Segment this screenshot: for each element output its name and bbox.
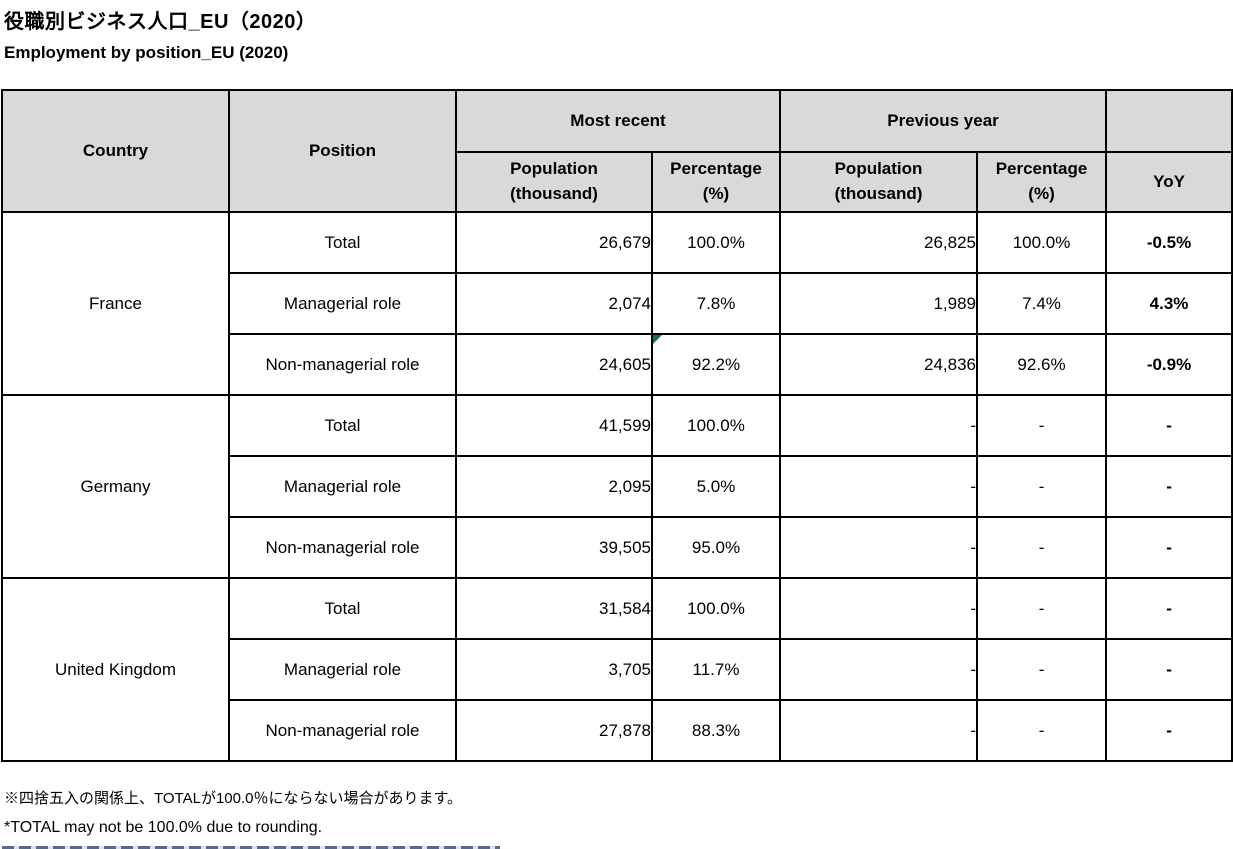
cell-mr-population: 39,505 [455,516,653,579]
header-yoy: YoY [1105,151,1233,213]
page-title-japanese: 役職別ビジネス人口_EU（2020） [4,11,317,33]
table-row-france-nonmanagerial: Non-managerial role 24,605 92.2% 24,836 … [2,333,1233,396]
header-row-groups: Country Position Most recent Previous ye… [1,89,1233,213]
cell-position: Total [228,211,457,274]
cell-country-germany: Germany [1,394,230,579]
cell-mr-percentage: 7.8% [650,272,782,335]
cell-mr-population: 26,679 [455,211,653,274]
cell-position: Total [228,394,457,457]
cell-mr-population: 3,705 [455,638,653,701]
header-most-recent: Most recent [454,89,782,153]
cell-py-percentage: - [976,638,1108,701]
cell-py-percentage: - [976,577,1108,640]
table-row-uk-managerial: Managerial role 3,705 11.7% - - - [2,638,1233,701]
header-country: Country [1,89,230,213]
table-row-germany-total: Germany Total 41,599 100.0% - - - [1,394,1233,579]
cell-mr-population: 2,074 [455,272,653,335]
cell-py-percentage: 7.4% [976,272,1108,335]
cell-py-population: - [779,516,979,579]
header-py-percentage-line2: (%) [1028,184,1055,203]
cell-py-percentage: - [976,516,1108,579]
header-py-percentage-line1: Percentage [995,159,1088,179]
cell-country-uk: United Kingdom [1,577,230,762]
header-mr-percentage: Percentage (%) [650,151,782,213]
cell-mr-population: 31,584 [455,577,653,640]
cell-py-population: - [779,699,979,762]
cell-yoy: 4.3% [1105,272,1233,335]
clipped-next-line-strip [2,846,500,849]
cell-yoy: -0.9% [1105,333,1233,396]
cell-py-percentage: 92.6% [976,333,1108,396]
table-row-uk-total: United Kingdom Total 31,584 100.0% - - - [1,577,1233,762]
cell-py-population: 26,825 [779,211,979,274]
cell-yoy: -0.5% [1105,211,1233,274]
header-py-population: Population (thousand) [779,151,979,213]
cell-py-percentage: - [976,699,1108,762]
cell-position: Total [228,577,457,640]
cell-mr-percentage: 95.0% [650,516,782,579]
table-row-france-total: France Total 26,679 100.0% 26,825 100.0%… [1,211,1233,396]
cell-yoy: - [1105,699,1233,762]
cell-mr-percentage: 100.0% [650,577,782,640]
header-position: Position [228,89,457,213]
cell-mr-population: 2,095 [455,455,653,518]
table-row-germany-managerial: Managerial role 2,095 5.0% - - - [2,455,1233,518]
page-title-english: Employment by position_EU (2020) [4,43,289,62]
cell-mr-population: 41,599 [455,394,653,457]
header-mr-percentage-line2: (%) [702,184,730,203]
cell-mr-percentage: 100.0% [650,211,782,274]
cell-mr-percentage: 11.7% [650,638,782,701]
cell-mr-population: 24,605 [455,333,653,396]
footnote-english: *TOTAL may not be 100.0% due to rounding… [4,819,323,836]
cell-position: Managerial role [228,272,457,335]
cell-position: Managerial role [228,455,457,518]
header-mr-population: Population (thousand) [455,151,653,213]
cell-mr-percentage-value: 92.2% [691,354,741,374]
header-previous-year: Previous year [779,89,1108,153]
cell-mr-percentage: 5.0% [650,455,782,518]
cell-mr-percentage: 92.2% [650,333,782,396]
employment-table: Country Position Most recent Previous ye… [1,89,1233,762]
cell-country-france: France [1,211,230,396]
cell-position: Non-managerial role [228,516,457,579]
cell-py-population: 24,836 [779,333,979,396]
cell-py-population: - [779,394,979,457]
header-mr-population-line2: (thousand) [510,184,598,203]
table-row-uk-nonmanagerial: Non-managerial role 27,878 88.3% - - - [2,699,1233,762]
cell-yoy: - [1105,394,1233,457]
header-mr-percentage-line1: Percentage [670,159,762,179]
cell-mr-percentage: 100.0% [650,394,782,457]
cell-yoy: - [1105,577,1233,640]
cell-py-population: - [779,577,979,640]
table-row-france-managerial: Managerial role 2,074 7.8% 1,989 7.4% 4.… [2,272,1233,335]
header-py-population-line2: (thousand) [834,184,923,203]
cell-position: Non-managerial role [228,699,457,762]
cell-yoy: - [1105,516,1233,579]
cell-yoy: - [1105,455,1233,518]
cell-yoy: - [1105,638,1233,701]
header-blank-corner [1105,89,1233,153]
cell-mr-percentage: 88.3% [650,699,782,762]
table-row-germany-nonmanagerial: Non-managerial role 39,505 95.0% - - - [2,516,1233,579]
cell-py-percentage: - [976,455,1108,518]
header-row-subcolumns: Population (thousand) Percentage (%) Pop… [2,151,1233,213]
cell-py-population: - [779,638,979,701]
cell-position: Managerial role [228,638,457,701]
cell-py-percentage: - [976,394,1108,457]
cell-mr-population: 27,878 [455,699,653,762]
footnote-japanese: ※四捨五入の関係上、TOTALが100.0％にならない場合があります。 [4,790,462,807]
cell-py-population: - [779,455,979,518]
header-py-percentage: Percentage (%) [976,151,1108,213]
cell-py-percentage: 100.0% [976,211,1108,274]
cell-py-population: 1,989 [779,272,979,335]
header-py-population-line1: Population [834,159,923,179]
excel-error-marker-icon [654,336,662,344]
header-mr-population-line1: Population [510,159,598,179]
cell-position: Non-managerial role [228,333,457,396]
